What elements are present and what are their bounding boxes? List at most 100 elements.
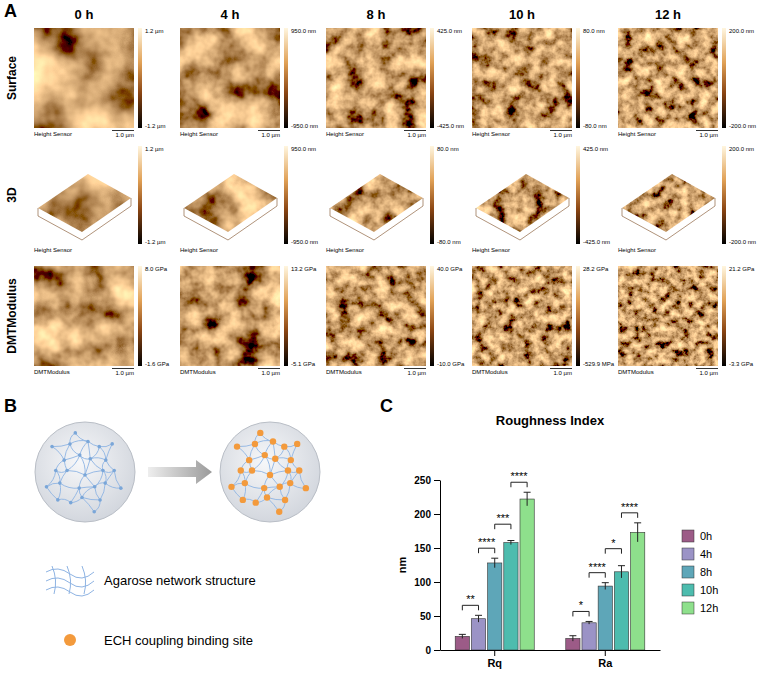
error-bar-stem [637,523,638,542]
agarose-node [45,485,49,489]
afm-image [34,266,134,366]
crosslinked-network [228,430,309,515]
colorbar [576,146,580,244]
network-strand [103,470,106,483]
crosslinked-node [264,494,270,500]
crosslinked-node [246,457,252,463]
crosslinked-node [272,456,278,462]
agarose-node [73,431,77,435]
colorbar [576,266,580,366]
plot-marks [455,492,645,650]
scale-bar [404,368,426,369]
y-tick-label: 100 [414,577,431,588]
scale-bar [550,368,572,369]
crosslinked-node [228,484,234,490]
crosslinked-node [281,443,287,449]
network-strand [56,460,64,470]
agarose-node [62,458,66,462]
row-label: Surface [5,56,19,100]
significance-bracket [621,513,637,518]
figure: A0 h4 h8 h10 h12 hSurface1.2 µm-1.2 µmHe… [0,0,775,686]
network-strand [56,471,60,484]
y-tick-label: 50 [420,611,432,622]
sensor-label: Height Sensor [326,131,364,137]
legend-label: 12h [700,602,718,614]
legend-swatch [682,602,694,614]
error-bar-cap [524,492,531,493]
error-bar [618,566,625,578]
agarose-node [110,442,114,446]
network-strand [71,497,82,502]
agarose-node [83,473,87,477]
y-tick-mark [434,514,440,515]
crosslinked-node [296,467,302,473]
colorbar-max: 950.0 nm [291,28,316,34]
scale-bar [112,130,134,131]
network-icon-strand [52,566,56,594]
scale-label: 1.0 µm [554,132,572,138]
sensor-label: DMTModulus [34,369,70,375]
error-bar [475,615,482,622]
network-strand [67,455,80,470]
y-tick-label: 200 [414,509,431,520]
crosslinked-node [240,497,246,503]
network-strand [79,475,85,488]
network-strand [99,444,112,447]
x-tick-label: Rq [487,657,502,669]
y-tick: 50 [420,611,440,622]
colorbar-min: -425.0 nm [437,123,464,129]
scale-bar [550,130,572,131]
network-strand [90,458,106,460]
panel-letter: B [4,396,17,416]
significance-bracket [462,605,478,610]
sensor-label: Height Sensor [326,247,364,253]
colorbar-max: 200.0 nm [729,28,754,34]
error-bar-stem [572,636,573,641]
network-strand [46,487,57,500]
significance-label: **** [589,561,607,573]
y-axis-line [440,481,441,651]
error-bar [524,492,531,506]
y-tick-label: 0 [425,645,431,656]
afm-image [326,28,426,128]
agarose-node [103,481,107,485]
colorbar-min: -200.0 nm [729,239,756,245]
network-strand [46,483,59,487]
crosslinked-disc [220,422,320,522]
error-bar-cap [586,621,593,622]
row-label: DMTModulus [5,278,19,354]
colorbar [284,266,288,366]
legend-label: 10h [700,584,718,596]
column-header: 0 h [75,7,94,22]
network-strand [94,500,100,512]
colorbar [722,266,726,366]
colorbar [138,146,142,244]
network-strand [105,471,114,484]
column-header: 4 h [221,7,240,22]
agarose-node [54,469,58,473]
error-bar-cap [602,582,609,583]
x-tick: Rq [487,650,502,669]
colorbar [430,28,434,128]
colorbar-min: -10.0 GPa [437,361,465,367]
y-tick: 250 [414,475,440,486]
colorbar-min: -80.0 nm [437,239,461,245]
agarose-node [77,486,81,490]
sensor-label: Height Sensor [472,247,510,253]
colorbar-min: -950.0 nm [291,239,318,245]
significance-bracket [589,573,605,578]
y-tick-mark [434,582,440,583]
sensor-label: Height Sensor [34,247,72,253]
network-icon-strand [46,587,94,596]
network-strand [82,487,95,498]
bar [598,586,612,650]
agarose-node [104,458,108,462]
crosslinked-node [262,452,268,458]
significance-label: **** [478,536,496,548]
network-strand [64,444,70,460]
error-bar [491,558,498,568]
error-bar-stem [527,492,528,506]
crosslinked-node [261,485,267,491]
network-icon [46,566,94,596]
scale-label: 1.0 µm [554,370,572,376]
